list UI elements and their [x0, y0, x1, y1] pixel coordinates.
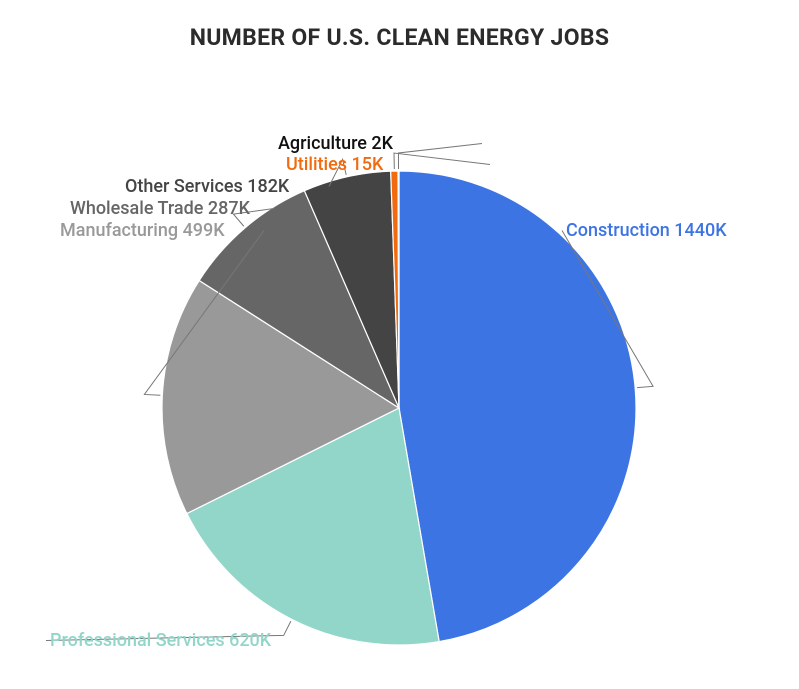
slice-label-construction: Construction 1440K: [566, 220, 727, 241]
slice-label-other_services: Other Services 182K: [125, 176, 325, 197]
slice-label-wholesale_trade: Wholesale Trade 287K: [70, 198, 270, 219]
chart-container: NUMBER OF U.S. CLEAN ENERGY JOBS Constru…: [0, 0, 799, 689]
slice-label-professional_services: Professional Services 620K: [50, 630, 271, 651]
slice-label-manufacturing: Manufacturing 499K: [60, 220, 260, 241]
pie-chart-svg: [0, 0, 799, 689]
pie-slice-construction: [399, 171, 636, 642]
slice-label-utilities: Utilities 15K: [286, 154, 486, 175]
slice-label-agriculture: Agriculture 2K: [278, 133, 478, 154]
